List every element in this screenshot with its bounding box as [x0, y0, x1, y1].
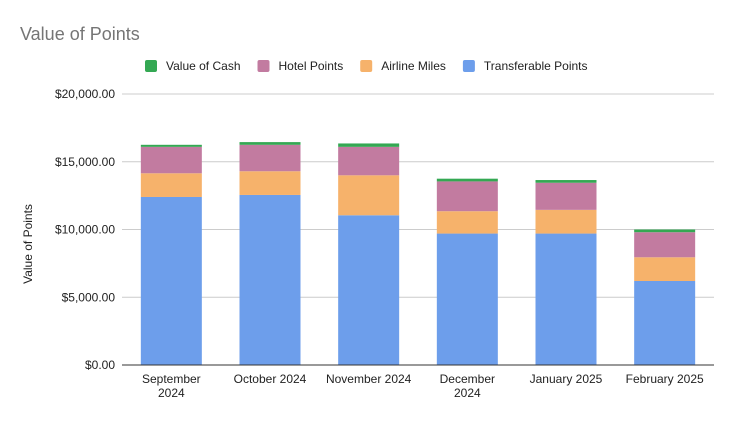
bar-segment[interactable]: [535, 180, 597, 183]
legend-item[interactable]: Hotel Points: [257, 59, 344, 73]
bar-segment[interactable]: [535, 233, 597, 365]
legend-item[interactable]: Airline Miles: [360, 59, 446, 73]
bar-segment[interactable]: [239, 194, 301, 365]
bar-segment[interactable]: [338, 215, 400, 365]
x-tick-label: January 2025: [530, 372, 603, 386]
bar-stack[interactable]: [140, 144, 202, 365]
bar-segment[interactable]: [634, 280, 696, 365]
bar-stack[interactable]: [338, 143, 400, 365]
y-tick-label: $15,000.00: [55, 155, 115, 169]
legend-swatch: [360, 60, 373, 72]
bar-segment[interactable]: [535, 209, 597, 234]
bar-segment[interactable]: [338, 175, 400, 216]
bar-segment[interactable]: [239, 144, 301, 172]
y-tick-label: $10,000.00: [55, 223, 115, 237]
legend-swatch: [145, 60, 157, 72]
bar-segment[interactable]: [140, 146, 202, 174]
x-tick-label: December: [440, 372, 495, 386]
legend-label: Transferable Points: [484, 59, 588, 73]
y-tick-label: $0.00: [85, 358, 115, 372]
bar-segment[interactable]: [634, 257, 696, 281]
bar-segment[interactable]: [239, 171, 301, 195]
bars: [140, 142, 696, 366]
x-tick-label: October 2024: [234, 372, 307, 386]
bar-segment[interactable]: [140, 173, 202, 197]
legend-item[interactable]: Value of Cash: [145, 59, 241, 73]
legend-item[interactable]: Transferable Points: [462, 59, 588, 73]
bar-stack[interactable]: [634, 229, 696, 366]
y-axis-title: Value of Points: [21, 204, 35, 284]
legend-swatch: [462, 60, 475, 72]
bar-segment[interactable]: [634, 229, 696, 233]
bar-segment[interactable]: [338, 146, 400, 176]
chart-title: Value of Points: [20, 24, 140, 44]
bar-segment[interactable]: [140, 196, 202, 365]
x-tick-label: 2024: [158, 386, 185, 400]
bar-segment[interactable]: [239, 142, 301, 145]
bar-segment[interactable]: [634, 232, 696, 258]
x-tick-label: September: [142, 372, 201, 386]
bar-segment[interactable]: [436, 211, 498, 234]
bar-stack[interactable]: [535, 180, 597, 365]
bar-segment[interactable]: [436, 233, 498, 365]
legend[interactable]: Value of Cash Hotel Points Airline Miles Tr…: [145, 59, 588, 73]
x-tick-label: November 2024: [326, 372, 412, 386]
bar-segment[interactable]: [338, 143, 400, 147]
legend-label: Value of Cash: [166, 59, 241, 73]
legend-label: Hotel Points: [279, 59, 344, 73]
bar-stack[interactable]: [239, 142, 301, 365]
bar-stack[interactable]: [436, 178, 498, 365]
gridlines: [122, 93, 714, 298]
x-tick-label: February 2025: [626, 372, 704, 386]
legend-label: Airline Miles: [381, 59, 446, 73]
bar-segment[interactable]: [436, 181, 498, 212]
legend-swatch: [257, 60, 270, 72]
y-tick-label: $5,000.00: [62, 290, 116, 304]
bar-segment[interactable]: [436, 178, 498, 182]
x-tick-label: 2024: [454, 386, 481, 400]
bar-segment[interactable]: [535, 182, 597, 210]
axes: $0.00 $5,000.00 $10,000.00 $15,000.00 $20,00…: [55, 87, 714, 400]
bar-segment[interactable]: [140, 144, 202, 147]
y-tick-label: $20,000.00: [55, 87, 115, 101]
